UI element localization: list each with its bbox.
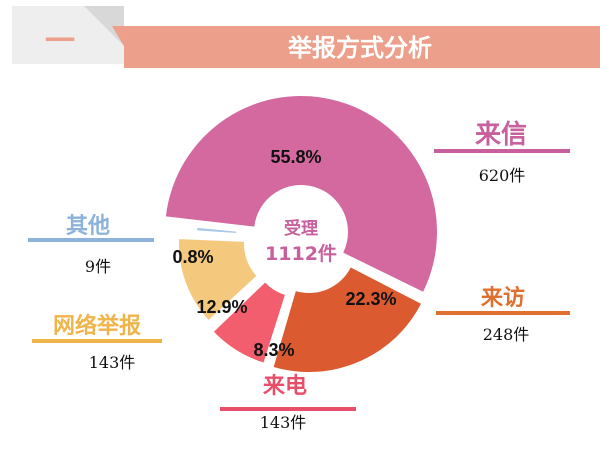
legend-wangluo-rule [32, 339, 162, 343]
section-mark: 一 [45, 24, 75, 59]
legend-laixin-name: 来信 [475, 120, 527, 150]
legend-laixin: 来信 620件 [434, 120, 570, 185]
legend-qita-count: 9件 [85, 257, 111, 276]
legend-wangluo: 网络举报 143件 [32, 313, 162, 372]
pct-label-wangluo: 12.9% [196, 297, 247, 317]
legend-laidian-rule [220, 407, 356, 411]
slice-laifang [273, 267, 421, 373]
center-caption: 受理 [284, 218, 318, 239]
legend-laidian-name: 来电 [262, 374, 307, 399]
legend-laixin-rule [434, 149, 570, 153]
percent-labels: 55.8% 22.3% 8.3% 12.9% 0.8% [172, 147, 396, 360]
slice-laidian [213, 282, 285, 363]
page-title: 举报方式分析 [287, 34, 432, 62]
legend-laifang-rule [436, 311, 570, 315]
legend-wangluo-name: 网络举报 [53, 313, 141, 339]
legend-laixin-count: 620件 [479, 166, 526, 185]
pct-label-laixin: 55.8% [270, 147, 321, 167]
pct-label-laidian: 8.3% [253, 340, 294, 360]
header: 一 举报方式分析 [12, 6, 600, 68]
legend-laidian: 来电 143件 [220, 374, 356, 432]
slice-qita [197, 227, 237, 233]
legend-qita: 其他 9件 [28, 214, 154, 276]
legend-qita-rule [28, 238, 154, 242]
header-band [112, 26, 600, 68]
slice-wangluo [179, 239, 257, 320]
legend-laifang-name: 来访 [480, 285, 525, 311]
legend-laifang-count: 248件 [483, 325, 530, 344]
legend-laidian-count: 143件 [260, 413, 307, 432]
center-total: 1112件 [265, 242, 337, 265]
legend-wangluo-count: 143件 [89, 353, 136, 372]
pct-label-laifang: 22.3% [345, 289, 396, 309]
header-tab-fold [84, 6, 124, 46]
legend-qita-name: 其他 [66, 214, 110, 239]
center-label: 受理 1112件 [265, 218, 337, 265]
pct-label-qita: 0.8% [172, 247, 213, 267]
donut-slices [165, 95, 437, 373]
legend-laifang: 来访 248件 [436, 285, 570, 344]
slice-laixin [165, 95, 437, 292]
